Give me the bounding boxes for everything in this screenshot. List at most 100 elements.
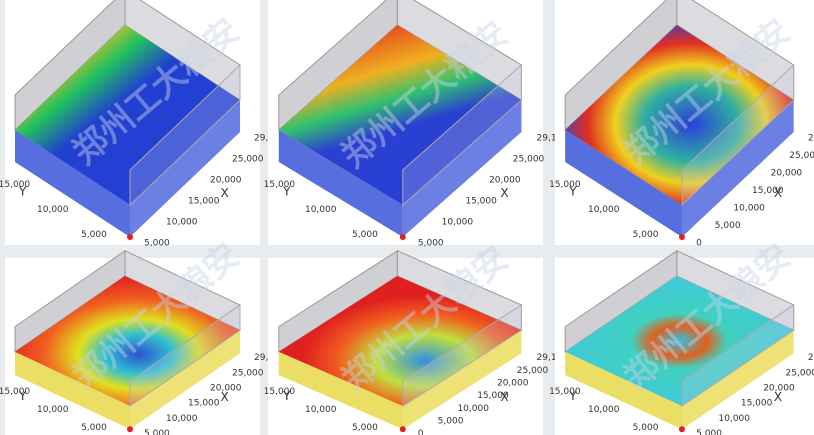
origin-dot <box>678 426 685 433</box>
surface <box>15 25 240 205</box>
x-tick-label: 5,000 <box>696 429 722 435</box>
plot-panel: 5,00010,00015,000Y5,00010,00015,00020,00… <box>0 236 280 435</box>
glass-front <box>681 63 795 207</box>
plot-panel: 5,00010,00015,000Y5,00010,00015,00020,00… <box>549 236 814 435</box>
y-axis-label: Y <box>568 185 577 199</box>
origin-dot <box>399 234 406 240</box>
glass-front <box>681 304 795 408</box>
x-axis-label: X <box>221 390 229 404</box>
y-tick-label: 15,000 <box>549 387 581 397</box>
y-tick-label: 15,000 <box>0 180 30 190</box>
side-face <box>278 130 403 237</box>
side-face <box>681 100 794 237</box>
glass-front <box>129 63 241 207</box>
x-axis-label: X <box>774 186 782 200</box>
y-axis-label: Y <box>568 389 577 403</box>
x-tick-label: 25,000 <box>786 368 814 378</box>
y-tick-label: 10,000 <box>588 205 620 215</box>
y-tick-label: 5,000 <box>352 423 378 433</box>
y-tick-label: 15,000 <box>0 387 30 397</box>
side-face <box>565 351 682 430</box>
y-axis-label: Y <box>282 185 291 199</box>
x-tick-label: 20,000 <box>489 176 521 186</box>
plot-panel: 5,00010,00015,000Y5,00010,00015,00020,00… <box>0 0 280 249</box>
x-axis-label: X <box>500 186 508 200</box>
plot-panel: 5,00010,00015,000Y05,00010,00015,00020,0… <box>264 239 563 435</box>
side-face <box>130 100 240 237</box>
x-tick-label: 10,000 <box>719 414 751 424</box>
x-tick-label: 5,000 <box>715 221 741 231</box>
x-tick-label: 15,000 <box>477 391 509 401</box>
x-tick-label: 0 <box>696 239 702 249</box>
x-tick-label: 29,12 <box>537 353 563 363</box>
x-tick-label: 20,000 <box>210 384 242 394</box>
y-axis-label: Y <box>282 389 291 403</box>
y-tick-label: 5,000 <box>81 423 107 433</box>
y-tick-label: 15,000 <box>264 387 296 397</box>
x-axis-label: X <box>500 390 508 404</box>
y-axis-label: Y <box>18 389 27 403</box>
x-tick-label: 20,000 <box>771 169 803 179</box>
x-tick-label: 10,000 <box>733 204 765 214</box>
side-face <box>15 130 130 237</box>
x-tick-label: 5,000 <box>144 429 170 435</box>
surface <box>15 276 240 407</box>
x-tick-label: 5,000 <box>438 416 464 426</box>
glass-front <box>402 304 522 408</box>
surface <box>565 25 794 205</box>
x-tick-label: 20,000 <box>210 176 242 186</box>
side-face <box>130 330 240 430</box>
x-tick-label: 0 <box>418 429 424 435</box>
y-tick-label: 10,000 <box>305 205 337 215</box>
origin-dot <box>399 426 406 433</box>
surface <box>278 276 522 407</box>
y-axis-label: Y <box>18 185 27 199</box>
origin-dot <box>127 426 133 433</box>
x-tick-label: 5,000 <box>144 239 170 249</box>
x-tick-label: 25,000 <box>232 155 264 165</box>
x-tick-label: 29,12 <box>537 134 563 144</box>
y-tick-label: 10,000 <box>588 405 620 415</box>
y-tick-label: 5,000 <box>352 230 378 240</box>
plot-panel: 5,00010,00015,000Y05,00010,00015,00020,0… <box>549 0 814 249</box>
origin-dot <box>678 234 685 240</box>
y-tick-label: 15,000 <box>264 180 296 190</box>
y-tick-label: 5,000 <box>633 230 659 240</box>
x-tick-label: 29,12 <box>254 353 280 363</box>
x-tick-label: 10,000 <box>457 404 489 414</box>
y-tick-label: 10,000 <box>305 405 337 415</box>
side-face <box>681 330 794 430</box>
side-face <box>15 351 130 430</box>
side-face <box>565 130 682 237</box>
x-tick-label: 10,000 <box>166 218 198 228</box>
x-tick-label: 29,12 <box>808 134 814 144</box>
x-tick-label: 29,12 <box>808 353 814 363</box>
x-tick-label: 15,000 <box>741 399 773 409</box>
x-tick-label: 15,000 <box>188 399 220 409</box>
plot-panel: 5,00010,00015,000Y5,00010,00015,00020,00… <box>264 0 563 249</box>
y-tick-label: 5,000 <box>81 230 107 240</box>
x-tick-label: 15,000 <box>188 197 220 207</box>
x-tick-label: 15,000 <box>465 197 497 207</box>
x-tick-label: 20,000 <box>497 378 529 388</box>
x-tick-label: 20,000 <box>763 384 795 394</box>
x-tick-label: 25,000 <box>513 155 545 165</box>
x-tick-label: 10,000 <box>166 414 198 424</box>
side-face <box>402 100 522 237</box>
y-tick-label: 15,000 <box>549 180 581 190</box>
y-tick-label: 5,000 <box>633 423 659 433</box>
glass-front <box>402 63 522 207</box>
side-face <box>278 351 403 430</box>
x-axis-label: X <box>774 390 782 404</box>
x-tick-label: 5,000 <box>418 239 444 249</box>
glass-front <box>129 304 241 408</box>
x-tick-label: 10,000 <box>442 218 474 228</box>
x-tick-label: 15,000 <box>752 186 784 196</box>
origin-dot <box>127 234 133 240</box>
surface <box>278 25 522 205</box>
surface <box>565 276 794 407</box>
x-axis-label: X <box>221 186 229 200</box>
x-tick-label: 25,000 <box>789 151 814 161</box>
y-tick-label: 10,000 <box>37 405 69 415</box>
